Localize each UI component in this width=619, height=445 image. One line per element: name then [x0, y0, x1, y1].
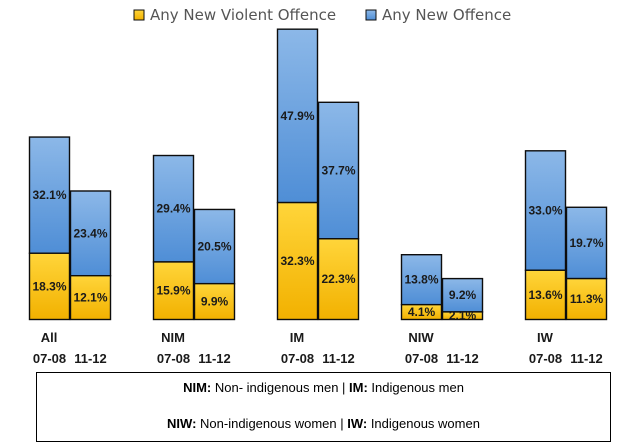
bar-any-new-violent-offence-nim-07-08: [152, 261, 195, 321]
legend-label-offence: Any New Offence: [382, 6, 511, 24]
labels-layer: 32.1% 18.3% 23.4% 12.1% 29.4% 15.9% 20.5% 9.9% 4…: [32, 109, 603, 323]
group-label-niw: NIW: [408, 330, 434, 345]
bar-any-new-violent-offence-niw-07-08: [400, 303, 443, 321]
label-any-new-violent-offence-nim-07-08: 15.9%: [156, 284, 190, 298]
period-label-im-07-08: 07-08: [281, 351, 314, 366]
bar-any-new-offence-iw-11-12: [565, 206, 608, 280]
label-any-new-violent-offence-niw-11-12: 2.1%: [449, 309, 477, 323]
abbr-im: IM:: [349, 380, 368, 395]
period-label-iw-07-08: 07-08: [529, 351, 562, 366]
group-label-all: All: [41, 330, 58, 345]
label-any-new-violent-offence-all-11-12: 12.1%: [73, 291, 107, 305]
abbr-nim-text: Non- indigenous men |: [211, 380, 350, 395]
label-any-new-violent-offence-niw-07-08: 4.1%: [408, 305, 436, 319]
bar-any-new-violent-offence-im-07-08: [276, 201, 319, 321]
period-label-niw-07-08: 07-08: [405, 351, 438, 366]
bar-any-new-offence-niw-07-08: [400, 254, 443, 306]
bar-any-new-violent-offence-niw-11-12: [441, 311, 484, 321]
period-label-all-11-12: 11-12: [74, 351, 107, 366]
group-label-iw: IW: [537, 330, 554, 345]
period-label-nim-11-12: 11-12: [198, 351, 231, 366]
period-label-nim-07-08: 07-08: [157, 351, 190, 366]
bar-any-new-offence-nim-11-12: [193, 208, 236, 285]
label-any-new-offence-im-11-12: 37.7%: [321, 164, 355, 178]
label-any-new-offence-nim-07-08: 29.4%: [156, 202, 190, 216]
group-label-nim: NIM: [161, 330, 185, 345]
legend-label-violent: Any New Violent Offence: [150, 6, 336, 24]
bar-any-new-violent-offence-iw-11-12: [565, 277, 608, 321]
abbreviation-line-men: NIM: Non- indigenous men | IM: Indigenou…: [37, 380, 610, 395]
bar-any-new-violent-offence-nim-11-12: [193, 282, 236, 321]
label-any-new-offence-iw-11-12: 19.7%: [569, 236, 603, 250]
abbreviation-line-women: NIW: Non-indigenous women | IW: Indigeno…: [37, 416, 610, 431]
bar-any-new-offence-all-07-08: [28, 136, 71, 254]
legend-swatch-violent: [133, 9, 145, 21]
group-label-im: IM: [290, 330, 304, 345]
abbr-iw-text: Indigenous women: [367, 416, 480, 431]
label-any-new-offence-niw-11-12: 9.2%: [449, 288, 477, 302]
period-label-all-07-08: 07-08: [33, 351, 66, 366]
label-any-new-violent-offence-iw-11-12: 11.3%: [570, 292, 604, 306]
bars-layer: [28, 28, 608, 321]
bar-any-new-offence-iw-07-08: [524, 150, 567, 271]
period-label-im-11-12: 11-12: [322, 351, 355, 366]
label-any-new-offence-all-07-08: 32.1%: [32, 188, 66, 202]
abbreviations-box: NIM: Non- indigenous men | IM: Indigenou…: [36, 372, 611, 442]
label-any-new-offence-iw-07-08: 33.0%: [528, 204, 562, 218]
label-any-new-offence-all-11-12: 23.4%: [73, 226, 107, 240]
label-any-new-violent-offence-im-07-08: 32.3%: [280, 254, 314, 268]
abbr-iw: IW:: [347, 416, 368, 431]
label-any-new-violent-offence-iw-07-08: 13.6%: [528, 288, 562, 302]
period-label-iw-11-12: 11-12: [570, 351, 603, 366]
abbr-im-text: Indigenous men: [367, 380, 464, 395]
label-any-new-offence-niw-07-08: 13.8%: [404, 273, 438, 287]
bar-any-new-violent-offence-iw-07-08: [524, 269, 567, 321]
bar-any-new-offence-nim-07-08: [152, 154, 195, 263]
bar-any-new-violent-offence-all-11-12: [69, 274, 112, 321]
label-any-new-violent-offence-nim-11-12: 9.9%: [201, 295, 229, 309]
label-any-new-offence-im-07-08: 47.9%: [280, 109, 314, 123]
bar-any-new-violent-offence-im-11-12: [317, 238, 360, 321]
label-any-new-violent-offence-all-07-08: 18.3%: [32, 279, 66, 293]
abbr-niw-text: Non-indigenous women |: [196, 416, 348, 431]
label-any-new-violent-offence-im-11-12: 22.3%: [321, 272, 355, 286]
bar-any-new-offence-im-11-12: [317, 101, 360, 240]
x-axis-labels: 07-08 11-12 All 07-08 11-12 NIM 07-08 11-12 IM 07…: [33, 330, 603, 366]
bar-any-new-offence-im-07-08: [276, 28, 319, 204]
period-label-niw-11-12: 11-12: [446, 351, 479, 366]
bar-any-new-violent-offence-all-07-08: [28, 252, 71, 321]
bar-any-new-offence-all-11-12: [69, 190, 112, 277]
legend-swatch-offence: [365, 9, 377, 21]
abbr-nim: NIM:: [183, 380, 212, 395]
label-any-new-offence-nim-11-12: 20.5%: [197, 240, 231, 254]
chart-legend: Any New Violent Offence Any New Offence: [133, 6, 511, 24]
abbr-niw: NIW:: [167, 416, 197, 431]
